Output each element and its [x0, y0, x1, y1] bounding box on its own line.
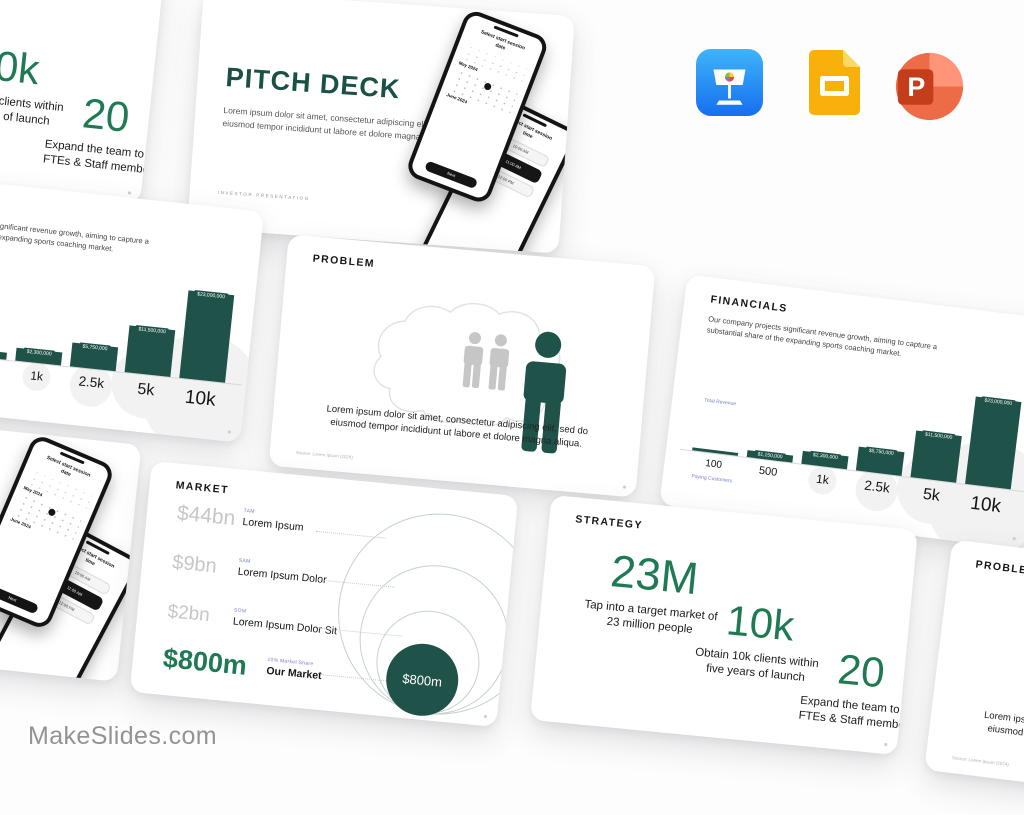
- x-tick-label: 10k: [969, 492, 1003, 518]
- cover-title: PITCH DECK: [224, 62, 402, 105]
- bar-500: $1,150,000: [0, 347, 7, 360]
- x-tick-label: 2.5k: [863, 477, 891, 496]
- strategy-stat-team: 20 Expand the team to 20 FTEs & Staff me…: [25, 86, 164, 181]
- x-tick-label: 10k: [183, 386, 217, 411]
- stat-value: 20: [835, 645, 887, 697]
- bar-value-label: $23,000,000: [980, 396, 1016, 409]
- slide-problem-fragment: PROBLEM Lorem ipsum dolor sit amet, cons…: [924, 539, 1024, 815]
- x-tick-label: 2.5k: [77, 373, 105, 392]
- person-icon-gray: [462, 332, 484, 389]
- calendar-next-button: Next: [424, 160, 479, 190]
- x-tick-label: 5k: [921, 485, 941, 505]
- powerpoint-app-icon: P: [894, 51, 965, 127]
- x-tick-label: 1k: [29, 368, 44, 384]
- x-tick-label: 5k: [136, 380, 156, 400]
- our-market-bubble: [386, 643, 459, 716]
- makeslides-template-preview-page: { "page": { "logo": "MakeSlides.com" }, …: [0, 0, 1024, 767]
- slide-title: PROBLEM: [974, 558, 1024, 578]
- bubble-label: $800m: [402, 671, 443, 690]
- slide-title: FINANCIALS: [709, 293, 789, 315]
- financials-body-text: Our company projects significant revenue…: [706, 314, 938, 359]
- bar-value-label: $2,300,000: [809, 450, 842, 463]
- powerpoint-letter: P: [907, 72, 925, 102]
- slide-strategy: STRATEGY 23M Tap into a target market of…: [530, 494, 918, 756]
- bar-10k: $23,000,000: [179, 290, 235, 383]
- page-number-mark: [127, 191, 132, 195]
- calendar-selected-date: [47, 507, 57, 517]
- bar-value-label: $2,300,000: [23, 347, 55, 359]
- page-number-mark: [483, 714, 488, 719]
- calendar-selected-date: [483, 82, 493, 92]
- stat-caption: Expand the team to 20 FTEs & Staff membe…: [42, 138, 161, 178]
- site-logo: MakeSlides.com: [28, 722, 217, 750]
- x-axis-label: Paying Customers: [691, 473, 733, 485]
- bar-1k: $2,300,000: [15, 347, 63, 366]
- slide-financials: FINANCIALS Our company projects signific…: [659, 274, 1024, 550]
- bar-value-label: $1,150,000: [754, 449, 786, 462]
- strategy-stat-team: 20 Expand the team to 20 FTEs & Staff me…: [781, 642, 918, 736]
- x-tick-label: 100: [704, 458, 723, 472]
- bar-value-label: $5,750,000: [865, 446, 898, 459]
- keynote-app-icon: [696, 49, 763, 121]
- financials-body-text: Our company projects significant revenue…: [0, 213, 150, 254]
- slide-title: STRATEGY: [574, 513, 644, 532]
- slide-title: PROBLEM: [312, 252, 376, 270]
- bar-value-label: $23,000,000: [193, 290, 229, 302]
- bar-value-label: $11,500,000: [135, 325, 170, 337]
- bar-value-label: $11,500,000: [921, 430, 956, 443]
- bar-5k: $11,500,000: [124, 325, 176, 377]
- calendar-next-button: Next: [0, 584, 40, 615]
- slide-financials-fragment: FINANCIALS Our company projects signific…: [0, 173, 265, 443]
- slide-market: MARKET $44bn TAM Lorem Ipsum $9bn SAM Lo…: [129, 460, 519, 728]
- x-tick-label: 500: [758, 464, 778, 479]
- source-note: Source: Lorem Ipsum (2024): [295, 449, 354, 460]
- slide-problem: PROBLEM: [268, 234, 656, 498]
- tam-sam-som-circles: $800m: [298, 497, 519, 727]
- our-market-value: $800m: [161, 642, 249, 681]
- page-number-mark: [227, 430, 232, 434]
- bar-10k: $23,000,000: [965, 396, 1022, 490]
- page-number-mark: [1012, 537, 1016, 541]
- page-number-mark: [622, 485, 627, 489]
- source-note: Source: Lorem Ipsum (2024): [951, 755, 1010, 767]
- bar-5k: $11,500,000: [910, 430, 962, 483]
- slide-cover-fragment: PITCH DECK Lorem ipsum dolor sit amet, c…: [0, 406, 142, 682]
- stat-value: 20: [80, 89, 132, 141]
- page-number-mark: [884, 742, 888, 747]
- person-icon-teal: [521, 331, 567, 454]
- region-map-outline: [339, 286, 585, 454]
- slide-title: MARKET: [175, 479, 230, 497]
- bar-1k: $2,300,000: [801, 450, 849, 470]
- tam-value: $44bn: [175, 501, 237, 531]
- cover-eyebrow: INVESTOR PRESENTATION: [217, 189, 310, 202]
- som-value: $2bn: [166, 601, 211, 627]
- sam-value: $9bn: [171, 551, 218, 578]
- bar-value-label: $5,750,000: [79, 342, 111, 354]
- google-slides-app-icon: [807, 49, 862, 121]
- stat-caption: Expand the team to 20 FTEs & Staff membe…: [798, 694, 916, 733]
- person-icon-gray: [488, 334, 510, 391]
- bar-2.5k: $5,750,000: [69, 342, 119, 372]
- revenue-bar-chart: $1,150,000 $2,300,000 $5,750,000 $11,500…: [680, 355, 1024, 493]
- slide-strategy-fragment: STRATEGY 23M Tap into a target market of…: [0, 0, 165, 204]
- person-icons: [521, 331, 567, 454]
- x-tick-label: 1k: [815, 471, 830, 488]
- tam-labels: TAM Lorem Ipsum: [242, 508, 305, 534]
